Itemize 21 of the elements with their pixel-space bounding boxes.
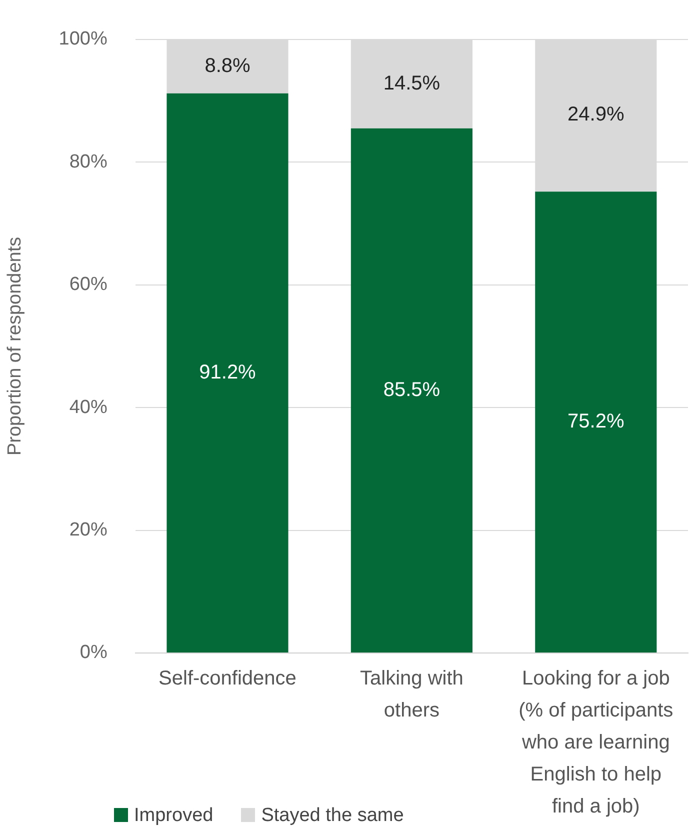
data-label: 75.2%: [568, 410, 624, 433]
y-tick-label: 0%: [80, 642, 108, 664]
data-label: 85.5%: [383, 378, 440, 401]
y-axis-title: Proportion of respondents: [4, 236, 26, 456]
y-tick-label: 60%: [69, 274, 108, 296]
data-label: 14.5%: [383, 72, 440, 94]
y-tick-label: 80%: [69, 151, 108, 172]
legend-label: Stayed the same: [260, 805, 404, 826]
data-label: 91.2%: [199, 361, 256, 384]
x-tick-label: Self-confidence: [158, 668, 296, 690]
y-tick-label: 40%: [69, 396, 108, 418]
y-tick-label: 20%: [69, 520, 108, 541]
legend-label: Improved: [133, 805, 214, 826]
x-tick-label: Looking for a job (% of participants who are learning English to help find a job): [518, 668, 674, 818]
data-label: 8.8%: [204, 54, 250, 77]
bar: [166, 93, 288, 652]
y-tick-label: 100%: [58, 28, 108, 50]
data-label: 24.9%: [568, 104, 624, 126]
bar: [535, 192, 657, 652]
x-tick-label: Talking with others: [360, 668, 464, 722]
bar: [350, 128, 472, 652]
